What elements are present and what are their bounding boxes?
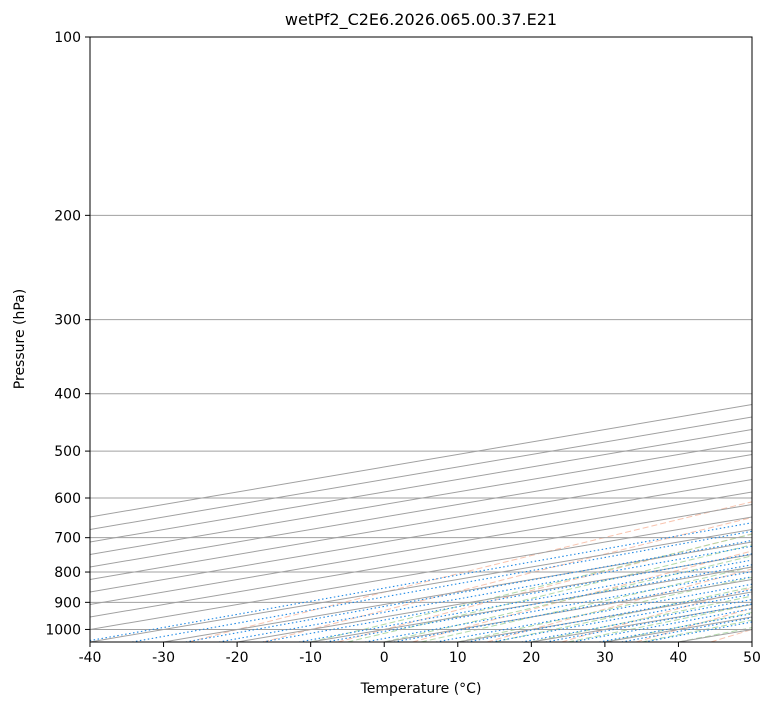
moist-adiabat-line: [310, 533, 752, 642]
y-tick-label: 400: [54, 387, 81, 403]
isotherm-line: [90, 516, 752, 631]
x-tick-label: -20: [226, 650, 249, 666]
y-tick-label: 800: [54, 565, 81, 581]
y-tick-label: 200: [54, 208, 81, 224]
isotherm-line: [90, 528, 752, 642]
y-tick-label: 1000: [45, 622, 81, 638]
y-axis-label: Pressure (hPa): [12, 289, 28, 389]
x-axis-ticks: -40 -30 -20 -10 0 10 20 30 40 50: [79, 642, 761, 666]
plot-frame: [89, 36, 753, 643]
y-tick-label: 300: [54, 313, 81, 329]
x-tick-label: 20: [522, 650, 540, 666]
isotherm-line: [90, 491, 752, 606]
x-tick-label: -40: [79, 650, 102, 666]
moist-adiabat-line: [678, 627, 752, 642]
mixing-ratio-line: [131, 530, 752, 642]
isobars: [90, 37, 752, 630]
y-tick-label: 100: [54, 30, 81, 46]
isotherm-line: [751, 641, 752, 642]
isotherm-line: [310, 566, 752, 642]
isotherm-line: [384, 578, 752, 642]
dry-adiabat-line: [710, 629, 752, 642]
moist-adiabats: [310, 533, 752, 642]
x-tick-label: 10: [449, 650, 467, 666]
moist-adiabat-line: [420, 566, 752, 642]
chart-title: wetPf2_C2E6.2026.065.00.37.E21: [285, 10, 557, 30]
y-tick-label: 500: [54, 444, 81, 460]
dry-adiabat-line: [636, 607, 752, 642]
mixing-ratio-line: [364, 571, 752, 642]
mixing-ratio-line: [521, 599, 752, 642]
mixing-ratio-lines: [90, 522, 752, 642]
mixing-ratio-line: [491, 593, 752, 642]
isotherm-line: [90, 478, 752, 593]
x-tick-label: -30: [152, 650, 175, 666]
dry-adiabat-line: [263, 516, 752, 642]
x-axis-label: Temperature (°C): [360, 681, 482, 697]
x-tick-label: 0: [380, 650, 389, 666]
dry-adiabat-line: [486, 568, 752, 642]
isotherm-line: [90, 503, 752, 618]
moist-adiabat-line: [384, 555, 752, 642]
isotherm-line: [90, 453, 752, 568]
x-tick-label: 40: [670, 650, 688, 666]
mixing-ratio-line: [466, 589, 752, 642]
x-tick-label: -10: [299, 650, 322, 666]
mixing-ratio-line: [90, 522, 752, 642]
moist-adiabat-line: [531, 595, 752, 642]
isotherm-line: [90, 416, 752, 531]
isotherm-line: [90, 403, 752, 518]
x-tick-label: 50: [743, 650, 761, 666]
y-tick-label: 900: [54, 595, 81, 611]
dry-adiabat-line: [188, 501, 752, 642]
x-tick-label: 30: [596, 650, 614, 666]
dry-adiabat-line: [412, 550, 752, 642]
dry-adiabat-line: [561, 587, 752, 642]
mixing-ratio-line: [185, 539, 752, 642]
isotherms: [90, 403, 752, 642]
moist-adiabat-line: [347, 544, 752, 642]
isotherm-line: [90, 466, 752, 581]
moist-adiabat-line: [494, 586, 752, 642]
y-tick-label: 700: [54, 531, 81, 547]
isotherm-line: [531, 603, 752, 642]
y-axis-ticks: 100 200 300 400 500 600 700 800 900 1000: [45, 30, 90, 638]
dry-adiabats: [188, 501, 752, 642]
plot-area: -100-90-80-70-60-50-40-30-20-10010010203…: [90, 37, 752, 642]
y-tick-label: 600: [54, 491, 81, 507]
moist-adiabat-line: [457, 576, 752, 642]
isotherm-line: [90, 441, 752, 556]
isotherm-line: [90, 428, 752, 543]
moist-adiabat-line: [604, 612, 752, 642]
mixing-ratio-line: [435, 583, 752, 642]
